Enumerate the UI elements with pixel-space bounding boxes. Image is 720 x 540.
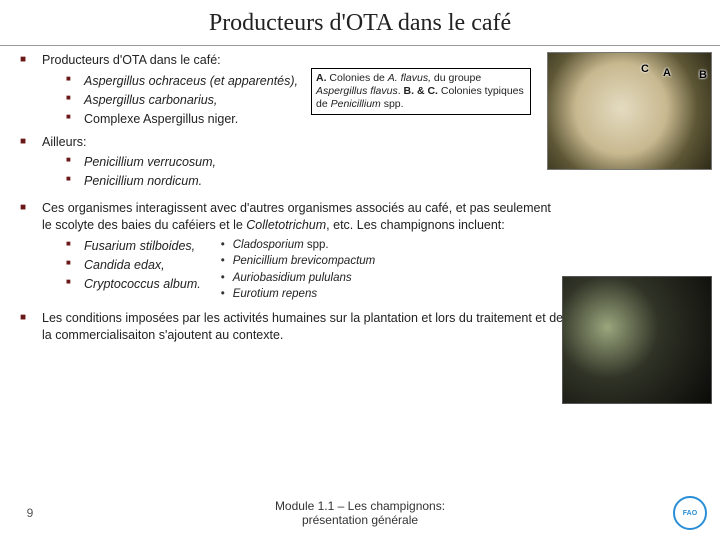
page-number: 9 <box>0 506 60 520</box>
petri-image-main: C A B <box>547 52 712 170</box>
list-item: Auriobasidium pululans <box>219 271 376 287</box>
list-item: Eurotium repens <box>219 287 376 303</box>
image-label-a: A <box>663 67 671 79</box>
list-item: Fusarium stilboides, <box>42 238 201 255</box>
module-label: Module 1.1 – Les champignons: présentati… <box>60 499 660 528</box>
associated-col-a: Fusarium stilboides, Candida edax, Crypt… <box>42 238 201 295</box>
producers-lead: Producteurs d'OTA dans le café: <box>42 53 221 67</box>
image-label-b: B <box>699 69 707 81</box>
list-item: Penicillium nordicum. <box>42 173 704 190</box>
list-item: Cryptococcus album. <box>42 276 201 293</box>
list-item: Candida edax, <box>42 257 201 274</box>
fao-logo: FAO <box>660 496 720 530</box>
fao-logo-icon: FAO <box>673 496 707 530</box>
section-interactions: Ces organismes interagissent avec d'autr… <box>16 200 564 304</box>
conditions-text: Les conditions imposées par les activité… <box>42 311 563 342</box>
image-caption-box: A. Colonies de A. flavus, du groupe Aspe… <box>311 68 531 115</box>
elsewhere-lead: Ailleurs: <box>42 135 86 149</box>
interactions-para: Ces organismes interagissent avec d'autr… <box>42 201 551 232</box>
image-label-c: C <box>641 63 649 75</box>
slide-title: Producteurs d'OTA dans le café <box>0 0 720 46</box>
slide-footer: 9 Module 1.1 – Les champignons: présenta… <box>0 496 720 530</box>
list-item: Cladosporium spp. <box>219 238 376 254</box>
list-item: Penicillium brevicompactum <box>219 254 376 270</box>
associated-col-b: Cladosporium spp. Penicillium brevicompa… <box>219 238 376 304</box>
section-conditions: Les conditions imposées par les activité… <box>16 310 564 344</box>
